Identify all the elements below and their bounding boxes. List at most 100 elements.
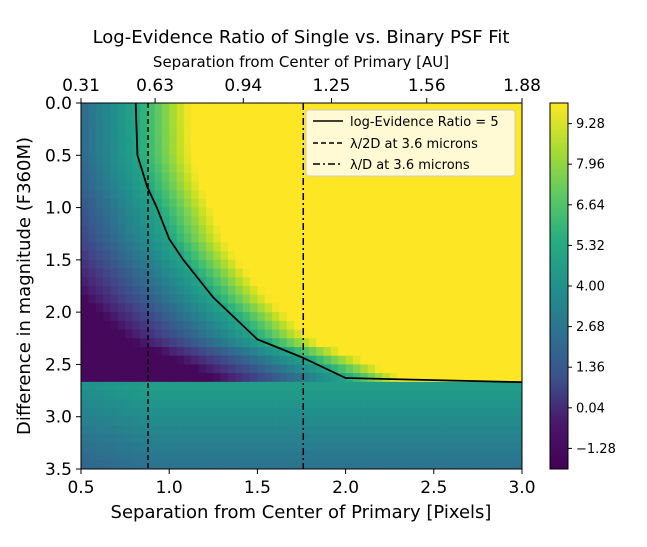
heatmap-cell xyxy=(257,129,266,139)
heatmap-cell xyxy=(286,408,295,418)
heatmap-cell xyxy=(441,103,450,113)
heatmap-cell xyxy=(411,172,420,183)
heatmap-cell xyxy=(426,277,435,287)
heatmap-cell xyxy=(257,198,266,209)
heatmap-cell xyxy=(411,390,420,400)
heatmap-cell xyxy=(191,347,200,357)
heatmap-cell xyxy=(95,164,104,174)
heatmap-cell xyxy=(360,303,369,313)
heatmap-cell xyxy=(205,286,214,296)
heatmap-cell xyxy=(323,198,332,209)
heatmap-cell xyxy=(161,416,170,427)
heatmap-cell xyxy=(352,294,361,305)
heatmap-cell xyxy=(132,207,141,217)
heatmap-cell xyxy=(345,207,354,217)
heatmap-cell xyxy=(485,329,494,339)
heatmap-cell xyxy=(161,164,170,174)
heatmap-cell xyxy=(433,390,442,400)
heatmap-cell xyxy=(95,233,104,244)
heatmap-cell xyxy=(220,320,229,331)
heatmap-cell xyxy=(235,390,244,400)
heatmap-cell xyxy=(264,137,273,148)
heatmap-cell xyxy=(323,416,332,427)
heatmap-cell xyxy=(330,294,339,305)
heatmap-cell xyxy=(169,129,178,139)
heatmap-cell xyxy=(397,425,405,435)
heatmap-cell xyxy=(330,198,339,209)
heatmap-cell xyxy=(103,364,111,374)
heatmap-cell xyxy=(330,416,339,427)
heatmap-cell xyxy=(161,338,170,348)
heatmap-cell xyxy=(228,312,236,322)
heatmap-cell xyxy=(301,434,310,444)
heatmap-cell xyxy=(294,364,303,374)
heatmap-cell xyxy=(323,216,332,226)
heatmap-cell xyxy=(463,425,472,435)
heatmap-cell xyxy=(132,416,141,427)
heatmap-cell xyxy=(514,251,522,261)
heatmap-cell xyxy=(308,198,317,209)
heatmap-cell xyxy=(330,251,339,261)
heatmap-cell xyxy=(191,242,200,252)
heatmap-cell xyxy=(88,451,97,461)
heatmap-cell xyxy=(463,268,472,278)
heatmap-cell xyxy=(308,233,317,244)
heatmap-cell xyxy=(110,242,119,252)
heatmap-cell xyxy=(360,312,369,322)
heatmap-cell xyxy=(264,399,273,409)
heatmap-cell xyxy=(411,355,420,366)
heatmap-cell xyxy=(316,399,325,409)
heatmap-cell xyxy=(352,303,361,313)
heatmap-cell xyxy=(286,137,295,148)
heatmap-cell xyxy=(338,207,347,217)
axes: 0.5 1.0 1.5 2.0 2.5 3.00.00.51.01.52.02.53.03… xyxy=(45,76,541,498)
heatmap-cell xyxy=(426,251,435,261)
heatmap-cell xyxy=(147,155,156,165)
heatmap-cell xyxy=(463,347,472,357)
heatmap-cell xyxy=(183,312,192,322)
heatmap-cell xyxy=(345,347,354,357)
heatmap-cell xyxy=(499,381,508,392)
heatmap-cell xyxy=(499,399,508,409)
heatmap-cell xyxy=(228,320,236,331)
heatmap-cell xyxy=(132,312,141,322)
heatmap-cell xyxy=(345,390,354,400)
heatmap-cell xyxy=(272,268,281,278)
heatmap-cell xyxy=(125,190,134,200)
heatmap-cell xyxy=(316,242,325,252)
heatmap-cell xyxy=(294,172,303,183)
heatmap-cell xyxy=(110,120,119,130)
heatmap-cell xyxy=(264,277,273,287)
heatmap-cell xyxy=(507,242,516,252)
heatmap-cell xyxy=(139,286,148,296)
heatmap-cell xyxy=(514,425,522,435)
heatmap-cell xyxy=(125,164,134,174)
heatmap-cell xyxy=(507,442,516,453)
heatmap-cell xyxy=(507,303,516,313)
heatmap-cell xyxy=(213,137,222,148)
heatmap-cell xyxy=(360,416,369,427)
heatmap-cell xyxy=(330,408,339,418)
heatmap-cell xyxy=(316,225,325,235)
heatmap-cell xyxy=(301,172,310,183)
heatmap-cell xyxy=(103,277,111,287)
heatmap-cell xyxy=(257,172,266,183)
heatmap-cell xyxy=(389,216,398,226)
heatmap-cell xyxy=(250,355,258,366)
heatmap-cell xyxy=(161,303,170,313)
heatmap-cell xyxy=(257,259,266,270)
heatmap-cell xyxy=(103,451,111,461)
heatmap-cell xyxy=(198,347,207,357)
heatmap-cell xyxy=(463,303,472,313)
heatmap-cell xyxy=(183,268,192,278)
heatmap-cell xyxy=(264,155,273,165)
heatmap-cell xyxy=(375,338,383,348)
heatmap-cell xyxy=(110,155,119,165)
heatmap-cell xyxy=(455,364,464,374)
heatmap-cell xyxy=(367,294,376,305)
heatmap-cell xyxy=(375,364,383,374)
heatmap-cell xyxy=(345,233,354,244)
heatmap-cell xyxy=(110,355,119,366)
heatmap-cell xyxy=(213,259,222,270)
heatmap-cell xyxy=(455,460,464,469)
